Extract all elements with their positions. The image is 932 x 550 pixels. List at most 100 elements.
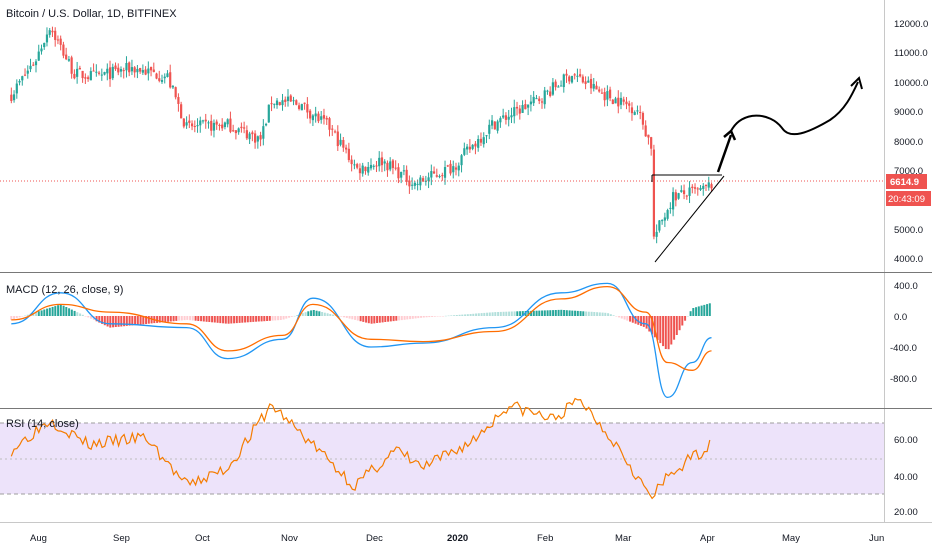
- price-candle: [691, 184, 694, 194]
- price-candle: [78, 65, 81, 70]
- price-candle: [628, 100, 631, 113]
- countdown-badge: [886, 191, 931, 206]
- price-candle: [185, 116, 188, 129]
- price-candle: [130, 59, 134, 76]
- price-tick: 12000.0: [894, 19, 928, 30]
- price-candle: [273, 103, 276, 109]
- time-label: Apr: [700, 533, 715, 544]
- macd-histogram-bar: [384, 316, 387, 322]
- rsi-tick: 20.00: [894, 507, 918, 518]
- macd-histogram-bar: [615, 316, 618, 317]
- time-label: Sep: [113, 533, 130, 544]
- macd-histogram-bar: [136, 316, 139, 325]
- time-label: Jun: [869, 533, 884, 544]
- macd-histogram-bar: [571, 310, 574, 316]
- price-candle: [45, 27, 49, 47]
- price-candle: [34, 59, 38, 73]
- price-candle: [322, 108, 326, 125]
- price-candle: [465, 143, 469, 155]
- macd-histogram-bar: [167, 316, 170, 322]
- macd-histogram-bar: [392, 316, 395, 322]
- macd-histogram-bar: [469, 314, 472, 316]
- macd-tick: -800.0: [890, 374, 917, 385]
- price-candle: [482, 132, 485, 148]
- price-candle: [62, 41, 65, 59]
- price-candle: [397, 163, 400, 184]
- price-candle: [40, 44, 43, 55]
- time-label: Feb: [537, 533, 553, 544]
- price-axis[interactable]: 12000.0 11000.0 10000.0 9000.0 8000.0 70…: [894, 19, 928, 265]
- macd-histogram-bar: [673, 316, 676, 340]
- macd-histogram-bar: [200, 316, 203, 322]
- macd-histogram-bar: [480, 313, 483, 316]
- price-candle: [474, 141, 477, 155]
- macd-histogram-bar: [593, 312, 596, 316]
- price-candle: [73, 69, 76, 80]
- price-candle: [655, 224, 658, 244]
- macd-histogram-bar: [131, 316, 134, 326]
- macd-histogram-bar: [332, 314, 335, 316]
- price-candle: [521, 100, 524, 113]
- price-candle: [264, 122, 268, 127]
- price-candle: [685, 194, 688, 200]
- macd-histogram-bar: [304, 312, 307, 316]
- price-candle: [633, 110, 636, 116]
- price-pane[interactable]: Bitcoin / U.S. Dollar, 1D, BITFINEX 1200…: [0, 8, 931, 265]
- macd-histogram-bar: [263, 316, 266, 322]
- macd-histogram-bar: [21, 316, 24, 317]
- price-candle: [56, 35, 60, 45]
- macd-histogram-bar: [211, 316, 214, 323]
- price-tick: 5000.0: [894, 225, 923, 236]
- rsi-pane[interactable]: RSI (14, close) 60.00 40.00 20.00: [0, 397, 918, 518]
- price-candle: [248, 131, 251, 145]
- macd-histogram-bar: [700, 305, 703, 316]
- price-candle: [375, 160, 378, 173]
- price-candle: [37, 44, 40, 62]
- price-candle: [177, 93, 180, 112]
- price-candle: [234, 130, 238, 140]
- macd-histogram-bar: [579, 311, 582, 316]
- macd-histogram-bar: [307, 311, 310, 316]
- macd-histogram-bar: [565, 310, 568, 316]
- price-candle: [540, 98, 544, 109]
- macd-histogram-bar: [381, 316, 384, 323]
- macd-histogram-bar: [101, 316, 104, 324]
- price-candle: [518, 105, 521, 120]
- price-candle: [212, 119, 216, 138]
- macd-histogram-bar: [582, 311, 585, 316]
- macd-histogram-bar: [629, 316, 632, 322]
- macd-histogram-bar: [216, 316, 219, 323]
- macd-histogram-bar: [425, 316, 428, 318]
- macd-axis[interactable]: 400.0 0.0 -400.0 -800.0: [890, 281, 918, 385]
- macd-histogram-bar: [420, 316, 423, 318]
- price-tick: 4000.0: [894, 254, 923, 265]
- macd-histogram-bar: [224, 316, 227, 324]
- macd-histogram-bar: [35, 312, 38, 316]
- time-label: Mar: [615, 533, 631, 544]
- time-axis[interactable]: Aug Sep Oct Nov Dec 2020 Feb Mar Apr May…: [30, 533, 884, 544]
- macd-histogram-bar: [527, 310, 530, 316]
- macd-histogram-bar: [461, 314, 464, 316]
- price-candle: [133, 65, 136, 78]
- macd-histogram-bar: [329, 314, 332, 316]
- macd-histogram-bar: [645, 316, 648, 329]
- macd-pane[interactable]: MACD (12, 26, close, 9) 400.0 0.0 -400.0…: [6, 281, 918, 399]
- price-candle: [617, 90, 620, 114]
- macd-histogram-bar: [310, 310, 313, 316]
- price-candle: [449, 160, 452, 176]
- price-candle: [251, 130, 254, 142]
- macd-histogram-bar: [59, 304, 62, 316]
- macd-histogram-bar: [197, 316, 200, 321]
- macd-histogram-bar: [10, 316, 13, 320]
- price-candle: [253, 130, 257, 149]
- time-label: Dec: [366, 533, 383, 544]
- rsi-axis[interactable]: 60.00 40.00 20.00: [894, 435, 918, 518]
- macd-histogram-bar: [318, 311, 321, 316]
- time-label: Aug: [30, 533, 47, 544]
- price-candle: [463, 142, 466, 157]
- macd-histogram-bar: [684, 316, 687, 321]
- price-candle: [468, 139, 471, 153]
- macd-histogram-bar: [296, 315, 299, 316]
- macd-histogram-bar: [70, 309, 73, 316]
